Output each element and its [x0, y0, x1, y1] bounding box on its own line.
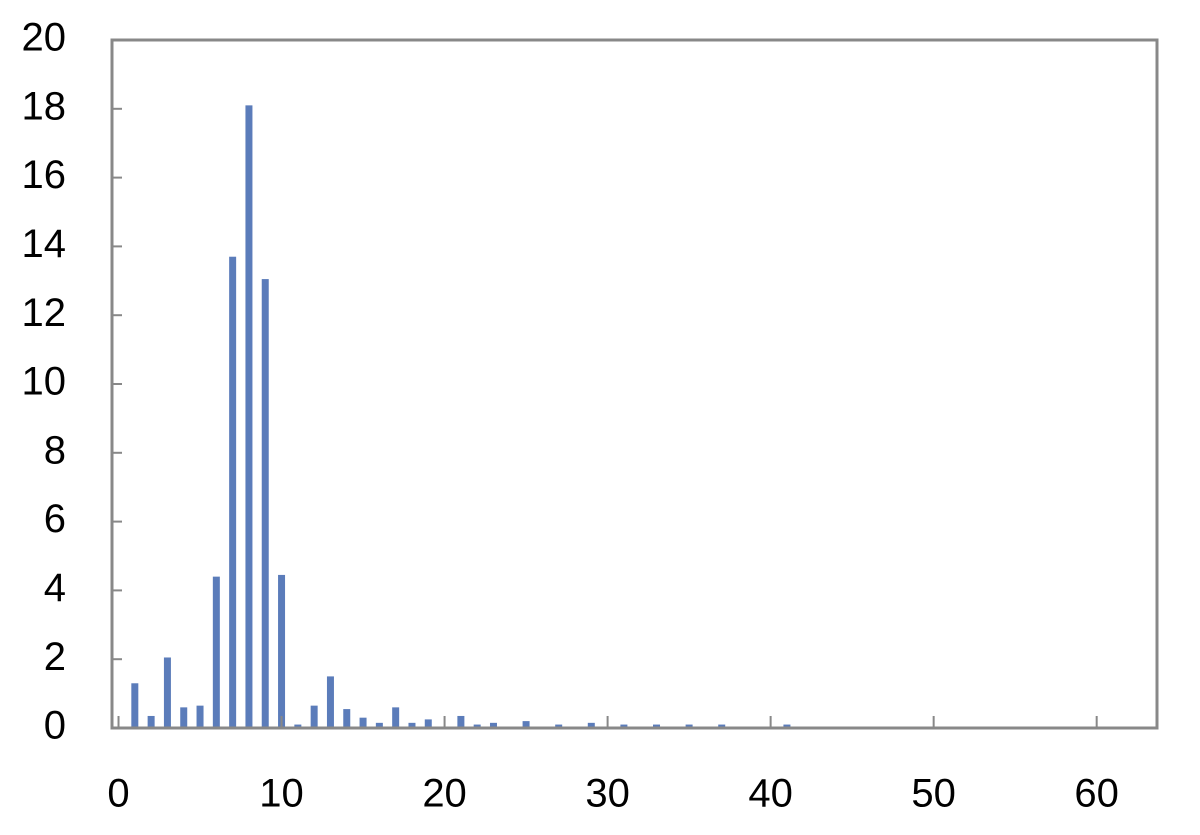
bar — [653, 724, 661, 728]
bar — [555, 724, 563, 728]
x-tick-label: 50 — [911, 772, 956, 816]
bar — [489, 722, 497, 728]
bar — [457, 715, 465, 728]
y-tick-label: 6 — [44, 497, 66, 541]
bar — [147, 715, 155, 728]
y-tick-label: 12 — [22, 291, 67, 335]
bar — [359, 717, 367, 728]
bar — [229, 256, 237, 728]
bar — [196, 705, 204, 728]
y-tick-label: 2 — [44, 635, 66, 679]
y-tick-label: 0 — [44, 704, 66, 748]
bar — [392, 707, 400, 728]
y-tick-label: 10 — [22, 360, 67, 404]
x-tick-label: 10 — [259, 772, 304, 816]
y-tick-label: 18 — [22, 84, 67, 128]
bar — [212, 576, 220, 728]
bar — [343, 709, 351, 728]
bar — [685, 724, 693, 728]
x-tick-label: 40 — [748, 772, 793, 816]
bar — [718, 724, 726, 728]
bar — [310, 705, 318, 728]
y-tick-label: 8 — [44, 428, 66, 472]
bar — [163, 657, 171, 728]
bar — [408, 722, 416, 728]
bar — [294, 724, 302, 728]
plot-frame — [110, 38, 1159, 730]
bar — [245, 105, 253, 729]
y-tick-label: 4 — [44, 566, 66, 610]
bar — [783, 724, 791, 728]
bar — [620, 724, 628, 728]
x-tick-label: 60 — [1074, 772, 1119, 816]
bar — [522, 721, 530, 728]
bar — [261, 279, 269, 728]
x-tick-label: 20 — [422, 772, 467, 816]
bar — [587, 722, 595, 728]
bar — [424, 719, 432, 728]
y-tick-label: 20 — [22, 16, 67, 60]
bar — [180, 707, 188, 728]
bar — [278, 574, 286, 728]
bar — [473, 724, 481, 728]
bar — [131, 683, 139, 728]
x-tick-label: 30 — [585, 772, 630, 816]
y-tick-label: 14 — [22, 222, 67, 266]
bar — [326, 676, 334, 728]
y-tick-label: 16 — [22, 153, 67, 197]
bar — [375, 722, 383, 728]
x-tick-label: 0 — [107, 772, 129, 816]
